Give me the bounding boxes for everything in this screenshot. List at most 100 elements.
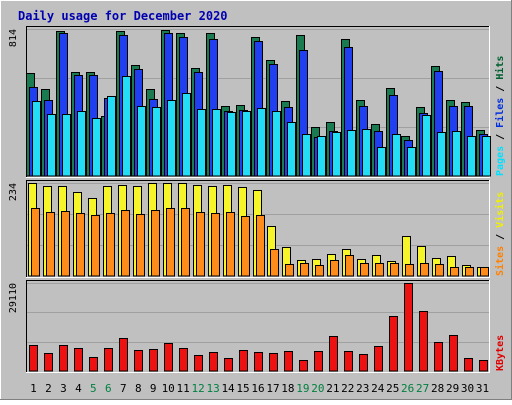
legend-entry-files: Files — [494, 98, 506, 128]
bar-sites-day-14 — [226, 212, 235, 277]
bar-kbytes-day-16 — [254, 352, 263, 372]
legend: Pages / Files / Hits — [494, 56, 506, 176]
bar-pages-day-19 — [302, 134, 311, 177]
bar-pages-day-14 — [227, 112, 236, 177]
bar-pages-day-30 — [467, 136, 476, 177]
legend: Sites / Visits — [494, 192, 506, 276]
bar-kbytes-day-1 — [29, 345, 38, 372]
bar-kbytes-day-2 — [44, 353, 53, 372]
bar-sites-day-20 — [315, 265, 324, 277]
bar-kbytes-day-13 — [209, 352, 218, 372]
x-tick-label-day-20: 20 — [311, 382, 324, 395]
bar-pages-day-5 — [92, 118, 101, 177]
bar-kbytes-day-27 — [419, 311, 428, 372]
bar-sites-day-19 — [300, 263, 309, 277]
bar-kbytes-day-14 — [224, 358, 233, 372]
bar-pages-day-10 — [167, 100, 176, 177]
bar-pages-day-24 — [377, 147, 386, 177]
y-tick-label: 814 — [8, 29, 19, 47]
x-tick-label-day-1: 1 — [30, 382, 37, 395]
bar-sites-day-1 — [31, 208, 40, 277]
bar-sites-day-15 — [241, 216, 250, 277]
x-tick-label-day-6: 6 — [105, 382, 112, 395]
bar-sites-day-22 — [345, 255, 354, 277]
bar-kbytes-day-25 — [389, 316, 398, 372]
legend-separator: / — [495, 128, 506, 146]
bar-pages-day-18 — [287, 122, 296, 177]
x-tick-label-day-2: 2 — [45, 382, 52, 395]
bar-kbytes-day-29 — [449, 335, 458, 372]
x-tick-label-day-8: 8 — [135, 382, 142, 395]
bar-pages-day-12 — [197, 109, 206, 177]
bar-pages-day-8 — [137, 106, 146, 177]
x-tick-label-day-12: 12 — [192, 382, 205, 395]
x-tick-label-day-5: 5 — [90, 382, 97, 395]
bar-pages-day-4 — [77, 111, 86, 177]
bar-sites-day-29 — [450, 267, 459, 277]
bar-pages-day-11 — [182, 93, 191, 177]
bar-pages-day-20 — [317, 136, 326, 177]
y-tick-label: 29110 — [8, 283, 19, 313]
legend-entry-visits: Visits — [494, 192, 506, 228]
bar-pages-day-6 — [107, 96, 116, 177]
bar-sites-day-26 — [405, 264, 414, 277]
x-tick-label-day-28: 28 — [431, 382, 444, 395]
panel-visits-sites: 234 Sites / Visits — [8, 180, 506, 278]
bar-sites-day-7 — [121, 210, 130, 277]
legend: KBytes — [495, 335, 506, 371]
bar-pages-day-3 — [62, 114, 71, 177]
bar-sites-day-10 — [166, 208, 175, 277]
chart-title: Daily usage for December 2020 — [18, 9, 228, 23]
bar-kbytes-day-9 — [149, 349, 158, 372]
bar-sites-day-2 — [46, 212, 55, 277]
bar-sites-day-24 — [375, 263, 384, 277]
bar-pages-day-1 — [32, 101, 41, 177]
x-tick-label-day-14: 14 — [221, 382, 235, 395]
bar-kbytes-day-18 — [284, 351, 293, 372]
bar-kbytes-day-4 — [74, 348, 83, 372]
bar-sites-day-31 — [480, 267, 489, 277]
bar-pages-day-15 — [242, 111, 251, 177]
bar-kbytes-day-11 — [179, 348, 188, 372]
bar-pages-day-28 — [437, 132, 446, 177]
bar-pages-day-26 — [407, 147, 416, 177]
x-tick-label-day-7: 7 — [120, 382, 127, 395]
bar-sites-day-4 — [76, 213, 85, 277]
x-tick-label-day-11: 11 — [177, 382, 190, 395]
x-tick-label-day-21: 21 — [326, 382, 339, 395]
legend-separator: / — [495, 80, 506, 98]
bar-sites-day-5 — [91, 215, 100, 277]
legend-separator: / — [495, 228, 506, 246]
bar-sites-day-25 — [390, 263, 399, 277]
x-tick-label-day-22: 22 — [341, 382, 354, 395]
legend-entry-sites: Sites — [494, 246, 506, 276]
x-tick-label-day-4: 4 — [75, 382, 82, 395]
bar-sites-day-17 — [270, 249, 279, 277]
bar-kbytes-day-12 — [194, 355, 203, 372]
bar-pages-day-2 — [47, 114, 56, 177]
bar-kbytes-day-26 — [404, 283, 413, 372]
x-tick-label-day-25: 25 — [386, 382, 399, 395]
bar-kbytes-day-28 — [434, 342, 443, 372]
bar-sites-day-12 — [196, 212, 205, 277]
x-tick-label-day-30: 30 — [461, 382, 474, 395]
x-tick-label-day-23: 23 — [356, 382, 369, 395]
bar-pages-day-25 — [392, 134, 401, 177]
bar-kbytes-day-5 — [89, 357, 98, 372]
bar-kbytes-day-7 — [119, 338, 128, 372]
bar-sites-day-8 — [136, 214, 145, 277]
bar-pages-day-7 — [122, 76, 131, 177]
bar-pages-day-29 — [452, 131, 461, 177]
bar-sites-day-23 — [360, 263, 369, 277]
bar-kbytes-day-17 — [269, 353, 278, 372]
panel-kbytes: 29110 KBytes — [8, 280, 506, 373]
bar-sites-day-18 — [285, 264, 294, 277]
bar-kbytes-day-15 — [239, 350, 248, 372]
bar-pages-day-21 — [332, 132, 341, 177]
bar-pages-day-27 — [422, 115, 431, 177]
legend-entry-pages: Pages — [495, 146, 506, 176]
bar-kbytes-day-10 — [164, 343, 173, 372]
bar-kbytes-day-22 — [344, 351, 353, 372]
